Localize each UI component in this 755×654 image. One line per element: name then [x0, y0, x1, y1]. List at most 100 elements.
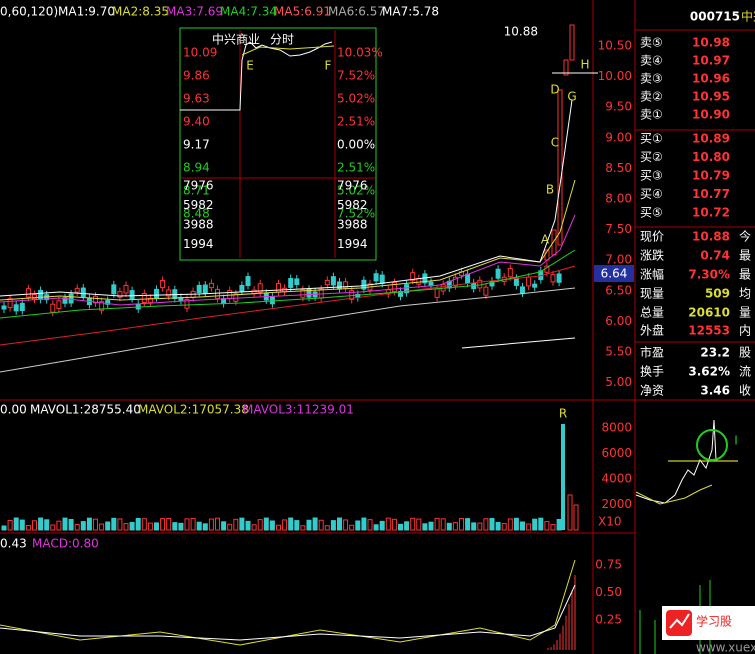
- inset-price-label: 9.86: [183, 69, 210, 83]
- volume-axis-label: 8000: [601, 421, 632, 435]
- volume-bar: [38, 517, 44, 531]
- inset-volume-label: 3988: [337, 218, 368, 232]
- volume-bar: [312, 517, 318, 531]
- candle: [300, 289, 306, 298]
- inset-pct-label: 10.03%: [337, 46, 383, 60]
- candle: [557, 89, 563, 246]
- stat-value: 12553: [688, 324, 730, 338]
- price-axis-label: 10.00: [598, 69, 632, 83]
- volume-bar: [208, 518, 214, 531]
- ma-line: [461, 337, 576, 349]
- candle: [239, 284, 245, 292]
- inset-pct-label: 0.00%: [337, 138, 375, 152]
- stock-code: 000715: [690, 10, 740, 24]
- stat-label: 现价: [640, 230, 664, 244]
- watermark-icon: [669, 613, 690, 629]
- volume-bar: [343, 519, 349, 531]
- stat-value: 7.30%: [688, 268, 730, 282]
- volume-bar: [105, 521, 111, 531]
- order-label: 卖④: [640, 54, 663, 68]
- candle: [391, 281, 397, 292]
- stat-label: 换手: [640, 365, 664, 379]
- volume-bar: [440, 518, 446, 531]
- order-price: 10.80: [692, 150, 730, 164]
- volume-bar: [196, 521, 202, 531]
- candle: [74, 287, 80, 293]
- volume-bar: [385, 517, 391, 531]
- volume-bar: [367, 519, 373, 531]
- volume-bar: [410, 517, 416, 531]
- candle: [324, 279, 330, 286]
- volume-bar: [190, 517, 196, 531]
- candle: [569, 24, 575, 61]
- stat-value: 20610: [688, 306, 730, 320]
- order-label: 买③: [640, 169, 663, 183]
- order-label: 买④: [640, 187, 663, 201]
- candle: [123, 284, 129, 294]
- intraday-avg: [241, 45, 335, 56]
- inset-volume-label: 1994: [183, 237, 214, 251]
- volume-bar: [416, 518, 422, 531]
- candle: [129, 290, 135, 300]
- volume-bar: [538, 517, 544, 531]
- volume-bar: [288, 517, 294, 531]
- candle: [184, 298, 190, 309]
- candle: [62, 297, 68, 304]
- candle: [343, 281, 349, 289]
- volume-bar: [178, 522, 184, 531]
- volume-bar: [324, 525, 330, 531]
- candle: [513, 277, 519, 286]
- price-axis-label: 6.00: [605, 314, 632, 328]
- candle: [257, 283, 263, 293]
- volume-bar: [147, 522, 153, 531]
- volume-bar: [245, 520, 251, 531]
- candle: [294, 278, 300, 285]
- volume-bar: [19, 519, 25, 531]
- candle: [221, 298, 227, 305]
- inset-marker: F: [325, 59, 332, 73]
- candle: [50, 303, 56, 313]
- volume-bar: [526, 523, 532, 531]
- macd-axis-label: 0.25: [595, 613, 622, 627]
- macd-header: 0.43: [0, 537, 27, 551]
- volume-header: 0.00: [0, 403, 27, 417]
- price-axis-label: 6.50: [605, 283, 632, 297]
- macd-axis-label: 0.50: [595, 585, 622, 599]
- mini-marker: I: [734, 434, 738, 448]
- stat-extra: 量: [739, 306, 751, 320]
- order-label: 买⑤: [640, 206, 663, 220]
- annotation: A: [541, 233, 550, 247]
- volume-bar: [391, 518, 397, 531]
- volume-bar: [337, 517, 342, 531]
- ma-label: MA3:7.69: [166, 5, 223, 19]
- order-price: 10.96: [692, 72, 730, 86]
- candle: [410, 272, 416, 281]
- candle: [56, 300, 62, 309]
- volume-bar: [532, 518, 538, 531]
- annotation: 10.88: [504, 25, 538, 39]
- stat-label: 净资: [640, 384, 664, 398]
- price-axis-label: 9.00: [605, 130, 632, 144]
- stat-extra: 最: [739, 268, 751, 282]
- stat-extra: 股: [739, 346, 751, 360]
- ma-line: [0, 287, 576, 373]
- inset-volume-label: 5982: [183, 198, 214, 212]
- volume-bar: [489, 517, 495, 531]
- volume-bar: [495, 521, 501, 531]
- volume-bar: [25, 525, 31, 531]
- candle: [117, 291, 123, 298]
- candle: [361, 279, 367, 290]
- stat-value: 3.62%: [688, 365, 730, 379]
- candle: [526, 276, 532, 287]
- volume-bar: [32, 520, 37, 531]
- inset-pct-label: 5.02%: [337, 92, 375, 106]
- candle: [404, 284, 410, 294]
- order-label: 买②: [640, 150, 663, 164]
- candle: [483, 286, 489, 296]
- inset-price-label: 8.94: [183, 161, 210, 175]
- inset-price-label: 9.63: [183, 92, 210, 106]
- candle: [135, 303, 141, 310]
- candle: [233, 293, 239, 302]
- inset-marker: E: [246, 59, 254, 73]
